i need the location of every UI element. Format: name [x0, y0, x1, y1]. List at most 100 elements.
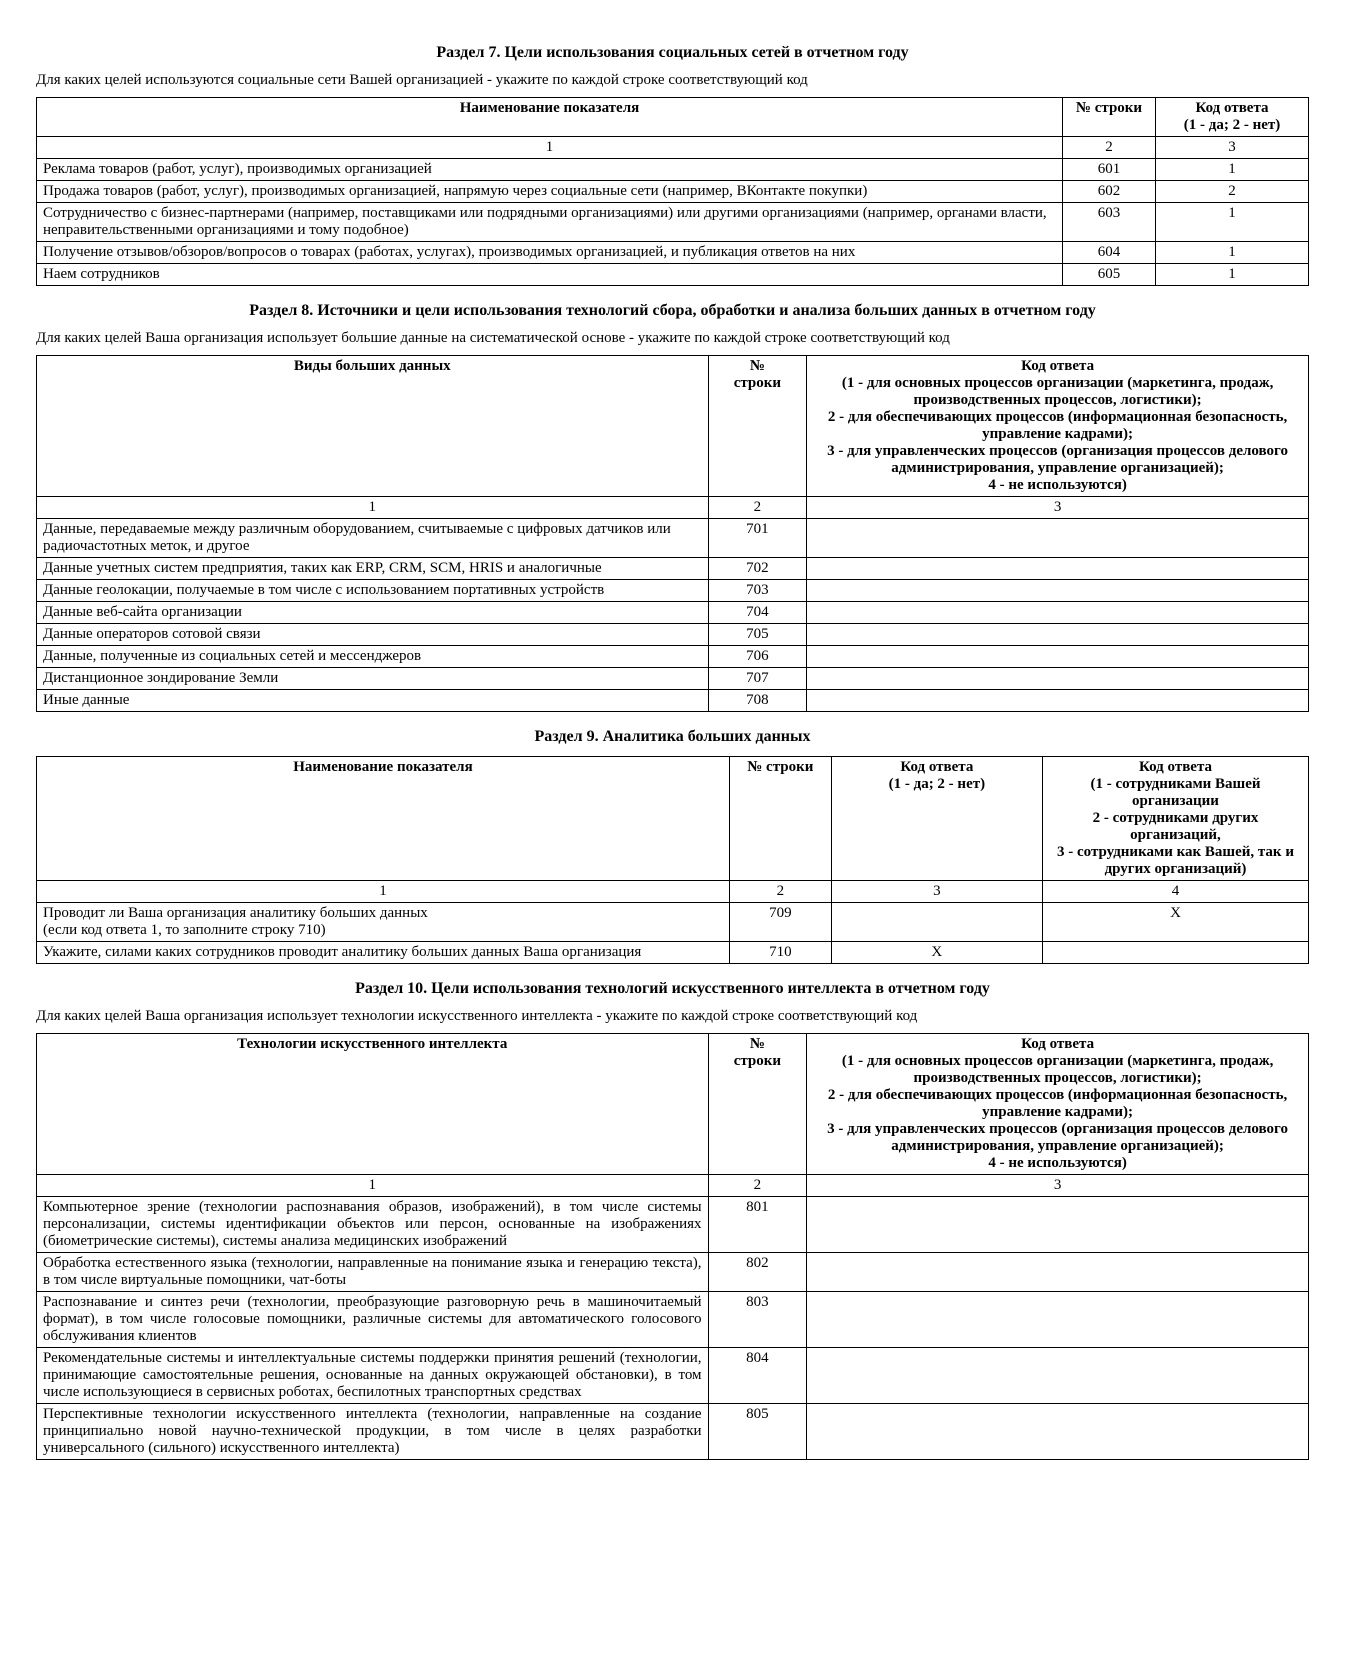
s8-h-name: Виды больших данных [37, 356, 709, 497]
s7-name-4: Наем сотрудников [37, 264, 1063, 286]
table-row: Получение отзывов/обзоров/вопросов о тов… [37, 242, 1309, 264]
s10-name-4: Перспективные технологии искусственного … [37, 1404, 709, 1460]
s10-coln-1: 1 [37, 1175, 709, 1197]
s10-coln-2: 2 [708, 1175, 807, 1197]
s10-name-0: Компьютерное зрение (технологии распозна… [37, 1197, 709, 1253]
s10-name-3: Рекомендательные системы и интеллектуаль… [37, 1348, 709, 1404]
s7-line-3: 604 [1063, 242, 1156, 264]
s8-ans-2 [807, 580, 1309, 602]
table-row: Проводит ли Ваша организация аналитику б… [37, 903, 1309, 942]
s7-line-4: 605 [1063, 264, 1156, 286]
s9-a2-0: Х [1042, 903, 1308, 942]
s9-name-0: Проводит ли Ваша организация аналитику б… [37, 903, 730, 942]
s8-coln-3: 3 [807, 497, 1309, 519]
s10-line-4: 805 [708, 1404, 807, 1460]
s7-ans-4: 1 [1156, 264, 1309, 286]
table-row: Обработка естественного языка (технологи… [37, 1253, 1309, 1292]
table-row: Рекомендательные системы и интеллектуаль… [37, 1348, 1309, 1404]
s9-coln-2: 2 [729, 881, 831, 903]
s10-h-line: №строки [708, 1034, 807, 1175]
s7-ans-0: 1 [1156, 159, 1309, 181]
s9-coln-1: 1 [37, 881, 730, 903]
s9-a1-0 [831, 903, 1042, 942]
s8-ans-5 [807, 646, 1309, 668]
table-row: Реклама товаров (работ, услуг), производ… [37, 159, 1309, 181]
s7-ans-2: 1 [1156, 203, 1309, 242]
s7-name-0: Реклама товаров (работ, услуг), производ… [37, 159, 1063, 181]
table-row: Иные данные708 [37, 690, 1309, 712]
s7-coln-2: 2 [1063, 137, 1156, 159]
s8-line-7: 708 [708, 690, 807, 712]
s7-h-ans: Код ответа(1 - да; 2 - нет) [1156, 98, 1309, 137]
table-row: Перспективные технологии искусственного … [37, 1404, 1309, 1460]
table-row: Дистанционное зондирование Земли707 [37, 668, 1309, 690]
s8-h-ans: Код ответа(1 - для основных процессов ор… [807, 356, 1309, 497]
s8-name-1: Данные учетных систем предприятия, таких… [37, 558, 709, 580]
s8-line-5: 706 [708, 646, 807, 668]
s9-line-1: 710 [729, 942, 831, 964]
s10-ans-1 [807, 1253, 1309, 1292]
table-row: Компьютерное зрение (технологии распозна… [37, 1197, 1309, 1253]
s7-h-name: Наименование показателя [37, 98, 1063, 137]
s10-line-0: 801 [708, 1197, 807, 1253]
s8-line-1: 702 [708, 558, 807, 580]
s8-ans-6 [807, 668, 1309, 690]
s7-coln-1: 1 [37, 137, 1063, 159]
s9-a2-1 [1042, 942, 1308, 964]
s10-ans-4 [807, 1404, 1309, 1460]
s9-h-line: № строки [729, 757, 831, 881]
s8-ans-1 [807, 558, 1309, 580]
s10-line-1: 802 [708, 1253, 807, 1292]
s8-line-4: 705 [708, 624, 807, 646]
section10-intro: Для каких целей Ваша организация использ… [36, 1008, 1309, 1025]
table-row: Данные учетных систем предприятия, таких… [37, 558, 1309, 580]
section8-table: Виды больших данных №строки Код ответа(1… [36, 355, 1309, 712]
s8-line-3: 704 [708, 602, 807, 624]
s8-name-2: Данные геолокации, получаемые в том числ… [37, 580, 709, 602]
s10-line-3: 804 [708, 1348, 807, 1404]
s8-ans-3 [807, 602, 1309, 624]
s8-name-7: Иные данные [37, 690, 709, 712]
section8-intro: Для каких целей Ваша организация использ… [36, 330, 1309, 347]
section9-title: Раздел 9. Аналитика больших данных [36, 728, 1309, 746]
s7-name-2: Сотрудничество с бизнес-партнерами (напр… [37, 203, 1063, 242]
section9-table: Наименование показателя № строки Код отв… [36, 756, 1309, 964]
s8-coln-1: 1 [37, 497, 709, 519]
s10-h-ans: Код ответа(1 - для основных процессов ор… [807, 1034, 1309, 1175]
table-row: Продажа товаров (работ, услуг), производ… [37, 181, 1309, 203]
table-row: Распознавание и синтез речи (технологии,… [37, 1292, 1309, 1348]
s9-line-0: 709 [729, 903, 831, 942]
s7-name-1: Продажа товаров (работ, услуг), производ… [37, 181, 1063, 203]
s10-name-2: Распознавание и синтез речи (технологии,… [37, 1292, 709, 1348]
s7-coln-3: 3 [1156, 137, 1309, 159]
s8-line-0: 701 [708, 519, 807, 558]
s8-h-line: №строки [708, 356, 807, 497]
section7-title: Раздел 7. Цели использования социальных … [36, 44, 1309, 62]
table-row: Данные веб-сайта организации704 [37, 602, 1309, 624]
s9-name-1: Укажите, силами каких сотрудников провод… [37, 942, 730, 964]
s7-line-2: 603 [1063, 203, 1156, 242]
s7-h-line: № строки [1063, 98, 1156, 137]
s7-ans-3: 1 [1156, 242, 1309, 264]
table-row: Данные операторов сотовой связи705 [37, 624, 1309, 646]
table-row: Сотрудничество с бизнес-партнерами (напр… [37, 203, 1309, 242]
s9-h-name: Наименование показателя [37, 757, 730, 881]
s8-name-0: Данные, передаваемые между различным обо… [37, 519, 709, 558]
section7-intro: Для каких целей используются социальные … [36, 72, 1309, 89]
s9-coln-3: 3 [831, 881, 1042, 903]
s10-line-2: 803 [708, 1292, 807, 1348]
s10-ans-3 [807, 1348, 1309, 1404]
s9-coln-4: 4 [1042, 881, 1308, 903]
s8-ans-0 [807, 519, 1309, 558]
s8-name-3: Данные веб-сайта организации [37, 602, 709, 624]
s7-line-0: 601 [1063, 159, 1156, 181]
section7-table: Наименование показателя № строки Код отв… [36, 97, 1309, 286]
s10-ans-2 [807, 1292, 1309, 1348]
s7-line-1: 602 [1063, 181, 1156, 203]
table-row: Данные, передаваемые между различным обо… [37, 519, 1309, 558]
section10-title: Раздел 10. Цели использования технологий… [36, 980, 1309, 998]
s8-name-4: Данные операторов сотовой связи [37, 624, 709, 646]
table-row: Данные геолокации, получаемые в том числ… [37, 580, 1309, 602]
s9-a1-1: Х [831, 942, 1042, 964]
s8-coln-2: 2 [708, 497, 807, 519]
